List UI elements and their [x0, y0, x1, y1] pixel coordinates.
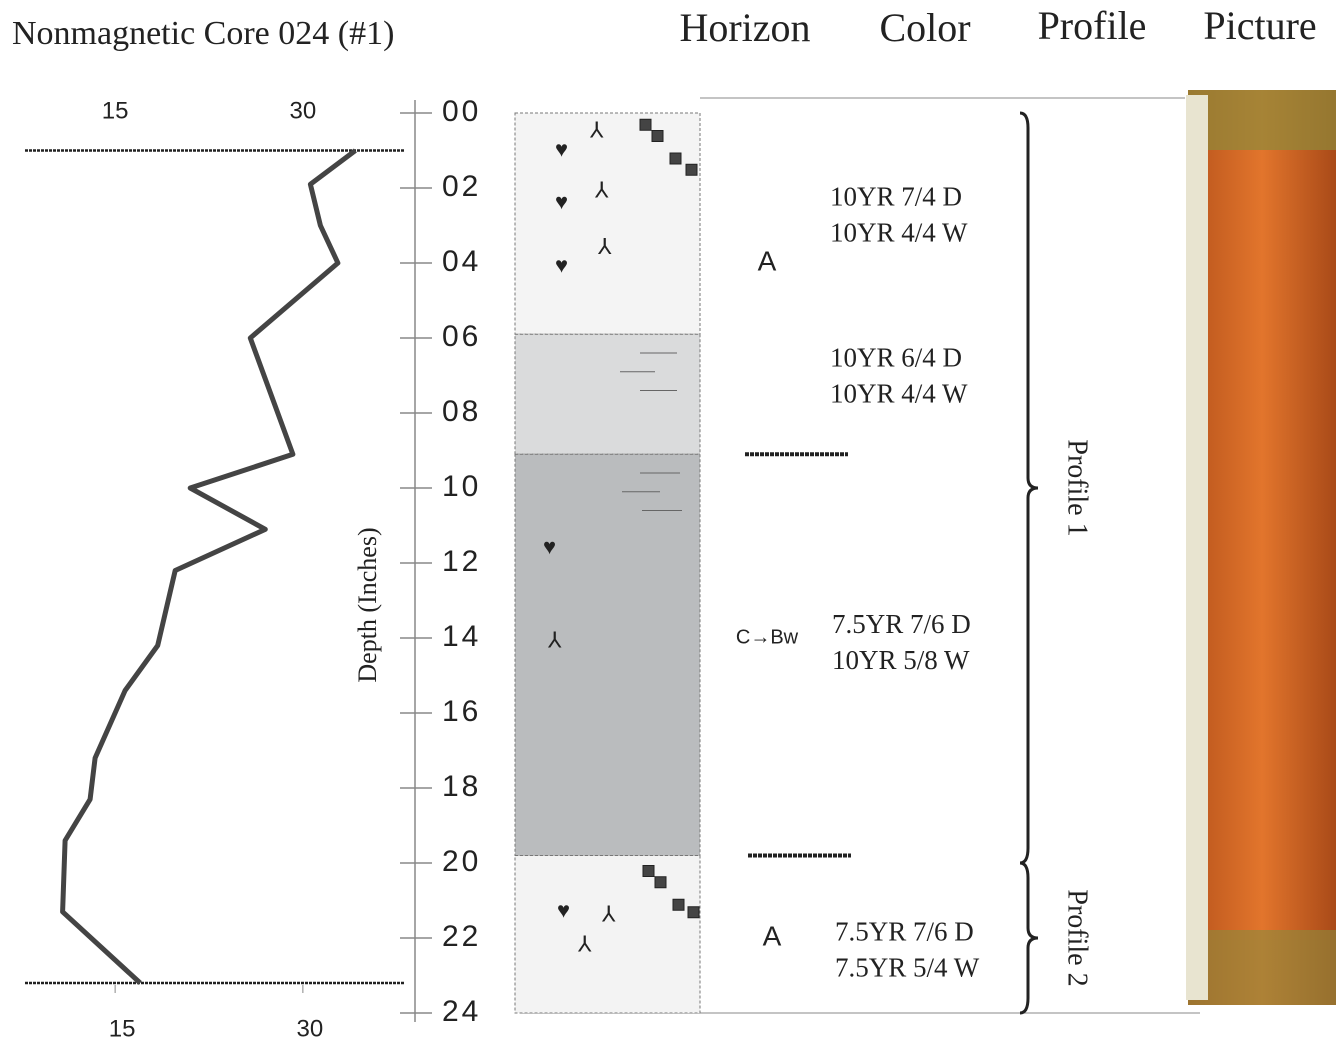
munsell-color: 7.5YR 7/6 D: [832, 609, 971, 639]
y-tick-label: 18: [442, 770, 481, 803]
core-bottom: [1188, 930, 1336, 1005]
profile-label: Profile 2: [1062, 889, 1093, 986]
column-header: Color: [879, 5, 970, 50]
root-symbol: ⅄: [597, 234, 612, 259]
x-tick-label: 15: [102, 97, 129, 124]
page: {"chart_data": { "type": "line", "title"…: [0, 0, 1338, 1046]
y-tick-label: 10: [442, 470, 481, 503]
column-header: Horizon: [679, 5, 810, 50]
gravel-symbol: [640, 119, 651, 130]
column-header: Picture: [1203, 3, 1316, 48]
profile-label: Profile 1: [1062, 439, 1093, 536]
soil-layer: [515, 113, 700, 334]
chart: Nonmagnetic Core 024 (#1) Horizon Color …: [0, 0, 1338, 1046]
y-tick-label: 20: [442, 845, 481, 878]
organic-symbol: ♥: [557, 898, 570, 923]
horizon-label: A: [763, 920, 782, 951]
core-top: [1188, 90, 1336, 150]
y-tick-label: 14: [442, 620, 481, 653]
profile-brace: [1020, 863, 1038, 1013]
organic-symbol: ♥: [543, 534, 556, 559]
gravel-symbol: [688, 907, 699, 918]
core-image: [1188, 90, 1336, 1005]
y-tick-label: 24: [442, 995, 481, 1028]
root-symbol: ⅄: [601, 901, 616, 926]
munsell-color: 10YR 6/4 D: [830, 343, 962, 373]
munsell-color: 7.5YR 5/4 W: [835, 952, 980, 982]
column-header: Profile: [1038, 3, 1147, 48]
profile-brace: [1020, 113, 1038, 863]
soil-layer: [515, 856, 700, 1014]
chart-title: Nonmagnetic Core 024 (#1): [12, 15, 394, 52]
horizon-label: C→Bw: [736, 626, 799, 648]
root-symbol: ⅄: [577, 931, 592, 956]
organic-symbol: ♥: [555, 253, 568, 278]
gravel-symbol: [655, 877, 666, 888]
y-tick-label: 00: [442, 95, 481, 128]
horizon-label: A: [758, 245, 777, 276]
y-tick-label: 06: [442, 320, 481, 353]
munsell-color: 10YR 7/4 D: [830, 181, 962, 211]
x-tick-label: 30: [290, 97, 317, 124]
data-line: [63, 151, 356, 984]
y-tick-label: 08: [442, 395, 481, 428]
y-tick-label: 04: [442, 245, 481, 278]
munsell-color: 10YR 5/8 W: [832, 645, 970, 675]
core-photo: [1186, 90, 1336, 1005]
gravel-symbol: [643, 866, 654, 877]
x-tick-label: 30: [297, 1015, 324, 1042]
root-symbol: ⅄: [589, 118, 604, 143]
munsell-color: 7.5YR 7/6 D: [835, 916, 974, 946]
soil-layer: [515, 454, 700, 855]
y-tick-label: 16: [442, 695, 481, 728]
ruler: [1186, 95, 1208, 1000]
x-tick-label: 15: [109, 1015, 136, 1042]
root-symbol: ⅄: [547, 628, 562, 653]
organic-symbol: ♥: [555, 189, 568, 214]
root-symbol: ⅄: [594, 178, 609, 203]
y-tick-label: 12: [442, 545, 481, 578]
organic-symbol: ♥: [555, 136, 568, 161]
munsell-color: 10YR 4/4 W: [830, 379, 968, 409]
gravel-symbol: [652, 131, 663, 142]
munsell-color: 10YR 4/4 W: [830, 217, 968, 247]
soil-layer: [515, 334, 700, 454]
y-tick-label: 02: [442, 170, 481, 203]
gravel-symbol: [673, 899, 684, 910]
gravel-symbol: [670, 153, 681, 164]
gravel-symbol: [686, 164, 697, 175]
y-tick-label: 22: [442, 920, 481, 953]
y-axis-label: Depth (Inches): [353, 527, 382, 682]
